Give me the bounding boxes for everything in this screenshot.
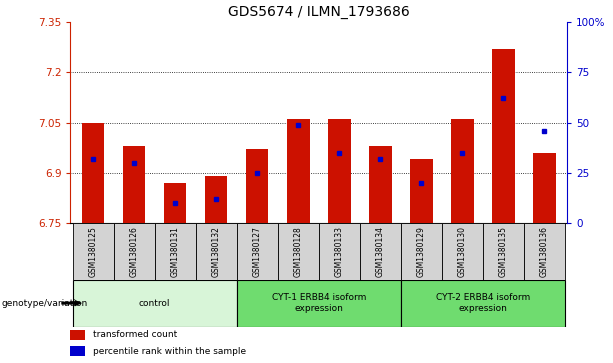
Bar <box>82 122 104 223</box>
Bar <box>319 223 360 280</box>
Text: GSM1380129: GSM1380129 <box>417 226 426 277</box>
Bar <box>369 146 392 223</box>
Bar <box>533 153 556 223</box>
Bar <box>401 280 565 327</box>
Bar <box>164 183 186 223</box>
Bar <box>287 119 310 223</box>
Text: GSM1380130: GSM1380130 <box>458 226 467 277</box>
Bar <box>237 280 401 327</box>
Text: GSM1380126: GSM1380126 <box>129 226 139 277</box>
Text: GSM1380127: GSM1380127 <box>253 226 262 277</box>
Bar <box>70 346 85 356</box>
Bar <box>492 49 515 223</box>
Text: GSM1380131: GSM1380131 <box>170 226 180 277</box>
Bar <box>72 223 113 280</box>
Bar <box>524 223 565 280</box>
Text: GSM1380133: GSM1380133 <box>335 226 344 277</box>
Bar <box>123 146 145 223</box>
Bar <box>360 223 401 280</box>
Text: GSM1380136: GSM1380136 <box>540 226 549 277</box>
Bar <box>278 223 319 280</box>
Text: GSM1380134: GSM1380134 <box>376 226 385 277</box>
Text: transformed count: transformed count <box>93 330 177 339</box>
Text: CYT-2 ERBB4 isoform
expression: CYT-2 ERBB4 isoform expression <box>436 293 530 313</box>
Text: GSM1380125: GSM1380125 <box>88 226 97 277</box>
Bar <box>401 223 442 280</box>
Bar <box>70 330 85 340</box>
Text: GSM1380135: GSM1380135 <box>499 226 508 277</box>
Text: GSM1380128: GSM1380128 <box>294 226 303 277</box>
Bar <box>154 223 196 280</box>
Bar <box>442 223 483 280</box>
Bar <box>328 119 351 223</box>
Bar <box>483 223 524 280</box>
Bar <box>113 223 154 280</box>
Text: GSM1380132: GSM1380132 <box>211 226 221 277</box>
Bar <box>72 280 237 327</box>
Bar <box>451 119 474 223</box>
Bar <box>205 176 227 223</box>
Text: genotype/variation: genotype/variation <box>1 299 88 307</box>
Text: percentile rank within the sample: percentile rank within the sample <box>93 347 246 356</box>
Bar <box>237 223 278 280</box>
Title: GDS5674 / ILMN_1793686: GDS5674 / ILMN_1793686 <box>228 5 409 19</box>
Text: control: control <box>139 299 170 307</box>
Bar <box>196 223 237 280</box>
Text: CYT-1 ERBB4 isoform
expression: CYT-1 ERBB4 isoform expression <box>272 293 366 313</box>
Bar <box>246 149 268 223</box>
Bar <box>410 159 433 223</box>
